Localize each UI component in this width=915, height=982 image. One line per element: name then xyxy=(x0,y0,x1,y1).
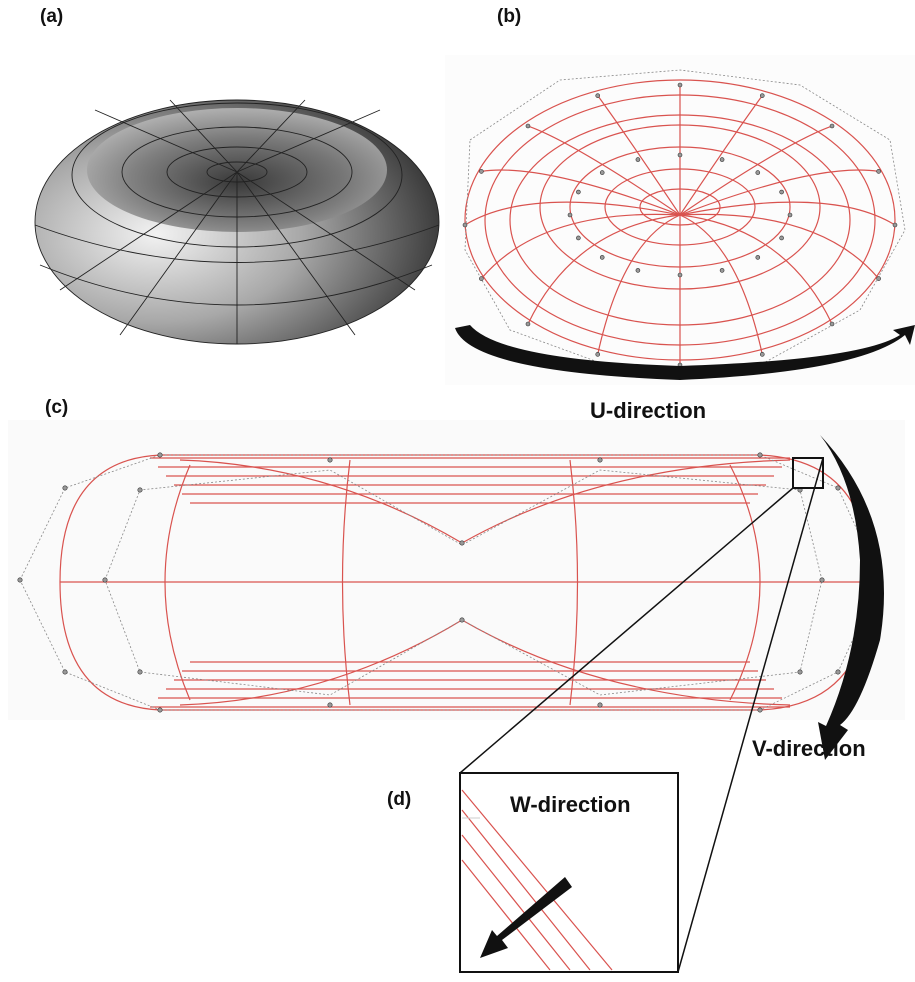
control-point xyxy=(678,273,682,277)
control-point xyxy=(103,578,107,582)
control-point xyxy=(756,255,760,259)
panel-label: (b) xyxy=(497,6,521,27)
direction-label: U-direction xyxy=(590,398,706,423)
control-point xyxy=(678,153,682,157)
cross-section xyxy=(8,420,905,720)
control-point xyxy=(780,236,784,240)
wireframe-torus xyxy=(445,55,915,385)
control-point xyxy=(678,83,682,87)
control-point xyxy=(63,486,67,490)
control-point xyxy=(877,277,881,281)
panel-label: (d) xyxy=(387,789,411,810)
control-point xyxy=(598,703,602,707)
control-point xyxy=(460,618,464,622)
control-point xyxy=(460,541,464,545)
control-point xyxy=(877,169,881,173)
control-point xyxy=(526,124,530,128)
control-point xyxy=(463,223,467,227)
control-point xyxy=(479,277,483,281)
control-point xyxy=(720,268,724,272)
control-point xyxy=(138,670,142,674)
control-point xyxy=(636,158,640,162)
control-point xyxy=(788,213,792,217)
control-point xyxy=(63,670,67,674)
control-point xyxy=(756,171,760,175)
control-point xyxy=(526,322,530,326)
control-point xyxy=(138,488,142,492)
control-point xyxy=(760,352,764,356)
direction-label: W-direction xyxy=(510,792,631,817)
control-point xyxy=(830,322,834,326)
direction-label: V-direction xyxy=(752,736,866,761)
control-point xyxy=(720,158,724,162)
control-point xyxy=(600,255,604,259)
control-point xyxy=(479,169,483,173)
figure: (a) (b) (c) (d) U-direction V-direction … xyxy=(0,0,915,982)
control-point xyxy=(760,94,764,98)
panel-label: (c) xyxy=(45,397,68,418)
control-point xyxy=(158,708,162,712)
control-point xyxy=(328,458,332,462)
control-point xyxy=(18,578,22,582)
control-point xyxy=(576,236,580,240)
control-point xyxy=(798,670,802,674)
control-point xyxy=(830,124,834,128)
torus xyxy=(35,100,439,344)
control-point xyxy=(596,352,600,356)
control-point xyxy=(568,213,572,217)
control-point xyxy=(596,94,600,98)
control-point xyxy=(576,190,580,194)
control-point xyxy=(820,578,824,582)
control-point xyxy=(893,223,897,227)
control-point xyxy=(598,458,602,462)
control-point xyxy=(758,708,762,712)
control-point xyxy=(328,703,332,707)
control-point xyxy=(780,190,784,194)
control-point xyxy=(758,453,762,457)
control-point xyxy=(600,171,604,175)
control-point xyxy=(836,670,840,674)
control-point xyxy=(636,268,640,272)
panel-label: (a) xyxy=(40,6,63,27)
control-point xyxy=(158,453,162,457)
control-point xyxy=(836,486,840,490)
